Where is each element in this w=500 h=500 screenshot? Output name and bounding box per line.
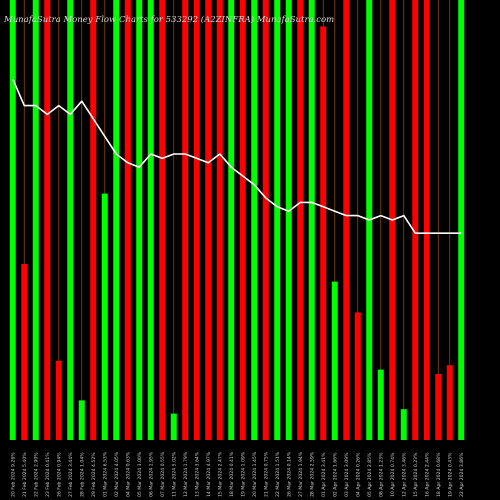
bar-22-feb-2024 bbox=[32, 0, 39, 440]
bar-14-mar-2024 bbox=[205, 0, 212, 440]
x-tick-label: 27 Mar 2024 1.94% bbox=[298, 451, 304, 497]
x-tick-label: 21 Feb 2024 5.40% bbox=[22, 452, 28, 497]
bar-series bbox=[9, 0, 465, 441]
x-tick-label: 15 Mar 2024 2.47% bbox=[217, 451, 223, 497]
bar-02-apr-2024 bbox=[331, 281, 338, 440]
bar-16-apr-2024 bbox=[423, 0, 430, 440]
x-tick-label: 28 Feb 2024 1.04% bbox=[79, 452, 85, 497]
bar-22-apr-2024 bbox=[458, 0, 465, 440]
x-tick-label: 22 Mar 2024 1.51% bbox=[275, 451, 281, 497]
bar-11-mar-2024 bbox=[170, 413, 177, 440]
bar-03-apr-2024 bbox=[343, 0, 350, 440]
x-tick-label: 02 Apr 2024 1.66% bbox=[332, 452, 338, 497]
x-tick-label: 12 Apr 2024 3.46% bbox=[401, 452, 407, 497]
bar-23-feb-2024 bbox=[44, 0, 51, 440]
bar-13-mar-2024 bbox=[193, 0, 200, 440]
bar-26-feb-2024 bbox=[55, 360, 62, 440]
bar-29-feb-2024 bbox=[90, 0, 97, 440]
bar-12-apr-2024 bbox=[400, 409, 407, 440]
bar-15-apr-2024 bbox=[412, 0, 419, 440]
x-tick-label: 18 Apr 2024 0.68% bbox=[436, 452, 442, 497]
bar-20-mar-2024 bbox=[251, 0, 258, 440]
x-tick-label: 16 Apr 2024 2.44% bbox=[424, 452, 430, 497]
line-series bbox=[12, 78, 462, 234]
bar-19-apr-2024 bbox=[446, 365, 453, 440]
bar-21-mar-2024 bbox=[262, 0, 269, 440]
money-flow-line bbox=[12, 78, 462, 234]
bar-27-mar-2024 bbox=[297, 0, 304, 440]
x-tick-label: 05 Apr 2024 2.85% bbox=[367, 452, 373, 497]
x-tick-label: 03 Apr 2024 3.09% bbox=[344, 452, 350, 497]
x-tick-label: 23 Feb 2024 0.41% bbox=[45, 452, 51, 497]
x-tick-label: 20 Feb 2024 9.26% bbox=[10, 452, 16, 497]
bar-28-feb-2024 bbox=[78, 400, 85, 440]
bar-05-mar-2024 bbox=[136, 0, 143, 440]
bar-15-mar-2024 bbox=[216, 0, 223, 440]
bar-06-mar-2024 bbox=[147, 0, 154, 440]
bar-26-mar-2024 bbox=[285, 0, 292, 440]
x-tick-label: 06 Mar 2024 1.95% bbox=[148, 451, 154, 497]
x-tick-label: 29 Feb 2024 4.52% bbox=[91, 452, 97, 497]
x-tick-label: 04 Apr 2024 0.26% bbox=[355, 452, 361, 497]
bar-21-feb-2024 bbox=[21, 264, 28, 440]
x-tick-label: 22 Apr 2024 3.86% bbox=[459, 452, 465, 497]
x-tick-label: 21 Mar 2024 0.75% bbox=[263, 451, 269, 497]
bar-12-mar-2024 bbox=[182, 0, 189, 440]
bar-04-apr-2024 bbox=[354, 312, 361, 440]
x-tick-label: 27 Feb 2024 3.44% bbox=[68, 452, 74, 497]
bar-22-mar-2024 bbox=[274, 0, 281, 440]
bar-18-apr-2024 bbox=[435, 374, 442, 440]
x-tick-label: 08 Apr 2024 1.23% bbox=[378, 452, 384, 497]
x-tick-label: 11 Mar 2024 5.02% bbox=[171, 451, 177, 497]
x-tick-label: 28 Mar 2024 2.59% bbox=[309, 451, 315, 497]
x-tick-label: 26 Mar 2024 0.14% bbox=[286, 451, 292, 497]
x-tick-label: 04 Mar 2024 0.63% bbox=[125, 451, 131, 497]
x-tick-label: 15 Apr 2024 0.23% bbox=[413, 452, 419, 497]
x-tick-label: 26 Feb 2024 0.94% bbox=[56, 452, 62, 497]
x-tick-label: 01 Apr 2024 3.41% bbox=[321, 452, 327, 497]
bar-07-mar-2024 bbox=[159, 0, 166, 440]
x-tick-label: 14 Mar 2024 4.97% bbox=[206, 451, 212, 497]
bar-01-apr-2024 bbox=[320, 26, 327, 441]
x-tick-label: 01 Mar 2024 6.53% bbox=[102, 451, 108, 497]
bar-04-mar-2024 bbox=[124, 0, 131, 440]
bar-18-mar-2024 bbox=[228, 0, 235, 440]
bar-20-feb-2024 bbox=[9, 0, 16, 440]
x-tick-label: 18 Mar 2024 0.41% bbox=[229, 451, 235, 497]
bar-28-mar-2024 bbox=[308, 0, 315, 440]
x-tick-label: 05 Mar 2024 3.00% bbox=[137, 451, 143, 497]
bar-02-mar-2024 bbox=[113, 0, 120, 440]
x-axis-tick-labels: 20 Feb 2024 9.26% 21 Feb 2024 5.40% 22 Feb… bbox=[10, 451, 465, 497]
x-tick-label: 19 Mar 2024 1.09% bbox=[240, 451, 246, 497]
x-tick-label: 12 Mar 2024 1.79% bbox=[183, 451, 189, 497]
x-tick-label: 10 Apr 2024 0.74% bbox=[390, 452, 396, 497]
chart-title: MunafaSutra Money Flow Charts for 533292… bbox=[3, 14, 334, 25]
x-tick-label: 20 Mar 2024 1.45% bbox=[252, 451, 258, 497]
bar-27-feb-2024 bbox=[67, 0, 74, 440]
x-tick-label: 07 Mar 2024 0.55% bbox=[160, 451, 166, 497]
x-tick-label: 19 Apr 2024 0.43% bbox=[447, 452, 453, 497]
x-tick-label: 13 Mar 2024 3.64% bbox=[194, 451, 200, 497]
x-tick-label: 02 Mar 2024 4.05% bbox=[114, 451, 120, 497]
bar-01-mar-2024 bbox=[101, 193, 108, 440]
bar-08-apr-2024 bbox=[377, 369, 384, 440]
x-tick-label: 22 Feb 2024 2.90% bbox=[33, 452, 39, 497]
bar-19-mar-2024 bbox=[239, 0, 246, 440]
